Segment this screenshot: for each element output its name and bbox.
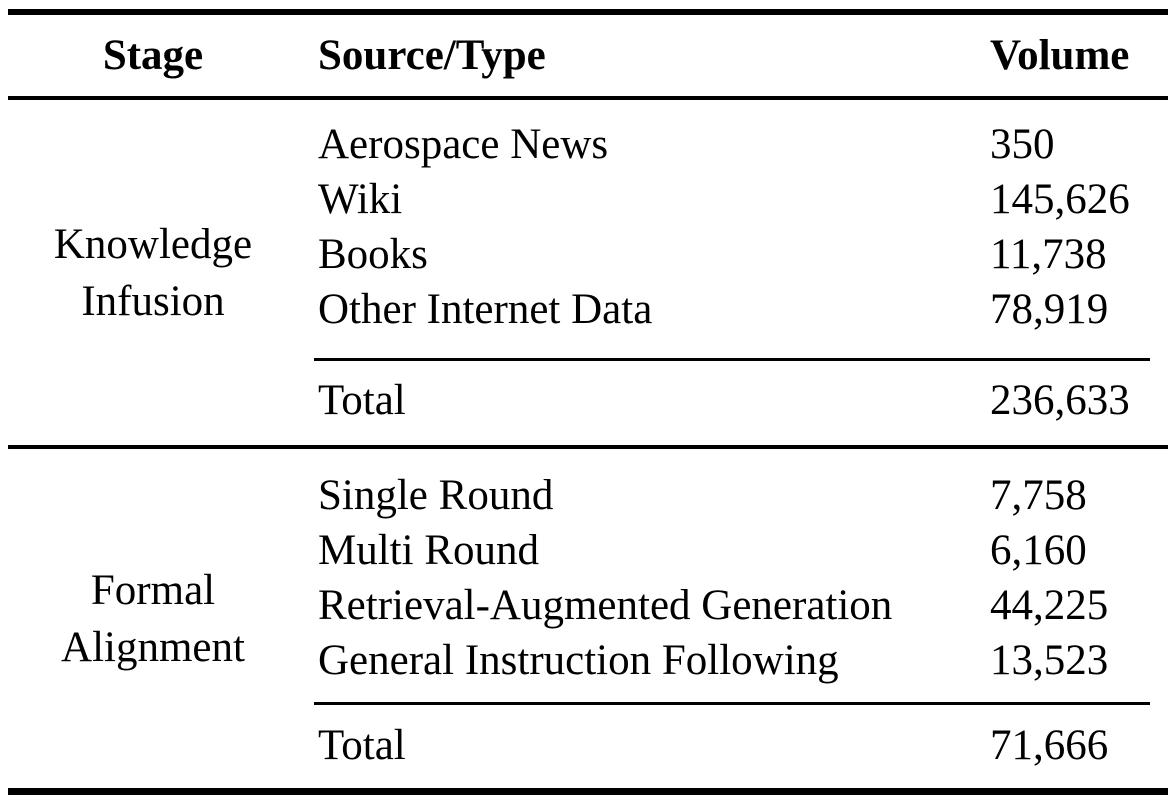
table-row: General Instruction Following 13,523 — [298, 633, 1168, 688]
header-rule — [8, 96, 1168, 100]
source-cell: Retrieval-Augmented Generation — [318, 582, 893, 629]
source-cell: Wiki — [318, 176, 403, 223]
total-block: Total 71,666 — [298, 705, 1168, 788]
total-row: Total 71,666 — [298, 718, 1168, 773]
partial-rule-above-total — [314, 358, 1150, 361]
source-cell: Multi Round — [318, 527, 540, 574]
total-row: Total 236,633 — [298, 373, 1168, 428]
source-cell: Aerospace News — [318, 121, 609, 168]
stage-label-knowledge-infusion: Knowledge Infusion — [8, 100, 298, 445]
stage-line: Infusion — [81, 277, 225, 325]
total-volume: 71,666 — [990, 722, 1109, 769]
table-header-row: Stage Source/Type Volume — [8, 15, 1168, 96]
header-stage: Stage — [102, 32, 204, 79]
stage-line: Formal — [90, 566, 216, 614]
source-cell: General Instruction Following — [318, 637, 839, 684]
volume-cell: 13,523 — [990, 637, 1109, 684]
table-row: Wiki 145,626 — [298, 172, 1168, 227]
stage-label-formal-alignment: Formal Alignment — [8, 449, 298, 788]
data-volume-table: Stage Source/Type Volume Knowledge Infus… — [8, 0, 1168, 795]
total-block: Total 236,633 — [298, 361, 1168, 445]
total-label: Total — [318, 377, 406, 424]
section-body: Single Round 7,758 Multi Round 6,160 Ret… — [298, 449, 1168, 788]
spacer — [298, 688, 1168, 702]
rows-block: Single Round 7,758 Multi Round 6,160 Ret… — [298, 449, 1168, 688]
total-label: Total — [318, 722, 406, 769]
table-row: Books 11,738 — [298, 227, 1168, 282]
volume-cell: 7,758 — [990, 472, 1087, 519]
volume-cell: 350 — [990, 121, 1055, 168]
spacer — [298, 337, 1168, 358]
rows-block: Aerospace News 350 Wiki 145,626 Books 11… — [298, 100, 1168, 337]
header-source-type: Source/Type — [318, 32, 546, 79]
header-volume: Volume — [990, 32, 1130, 79]
section-body: Aerospace News 350 Wiki 145,626 Books 11… — [298, 100, 1168, 445]
volume-cell: 44,225 — [990, 582, 1109, 629]
source-cell: Other Internet Data — [318, 286, 653, 333]
table-row: Multi Round 6,160 — [298, 523, 1168, 578]
stage-line: Knowledge — [53, 220, 253, 268]
volume-cell: 145,626 — [990, 176, 1130, 223]
source-cell: Single Round — [318, 472, 554, 519]
section-knowledge-infusion: Knowledge Infusion Aerospace News 350 Wi… — [8, 100, 1168, 445]
table-row: Aerospace News 350 — [298, 117, 1168, 172]
volume-cell: 78,919 — [990, 286, 1109, 333]
section-formal-alignment: Formal Alignment Single Round 7,758 Mult… — [8, 449, 1168, 788]
partial-rule-above-total — [314, 702, 1150, 705]
volume-cell: 11,738 — [990, 231, 1107, 278]
source-cell: Books — [318, 231, 428, 278]
section-divider-rule — [8, 445, 1168, 449]
top-rule — [8, 9, 1168, 15]
stage-line: Alignment — [61, 623, 245, 671]
table-row: Other Internet Data 78,919 — [298, 282, 1168, 337]
bottom-rule — [8, 788, 1168, 795]
table-row: Retrieval-Augmented Generation 44,225 — [298, 578, 1168, 633]
total-volume: 236,633 — [990, 377, 1130, 424]
volume-cell: 6,160 — [990, 527, 1087, 574]
table-row: Single Round 7,758 — [298, 468, 1168, 523]
